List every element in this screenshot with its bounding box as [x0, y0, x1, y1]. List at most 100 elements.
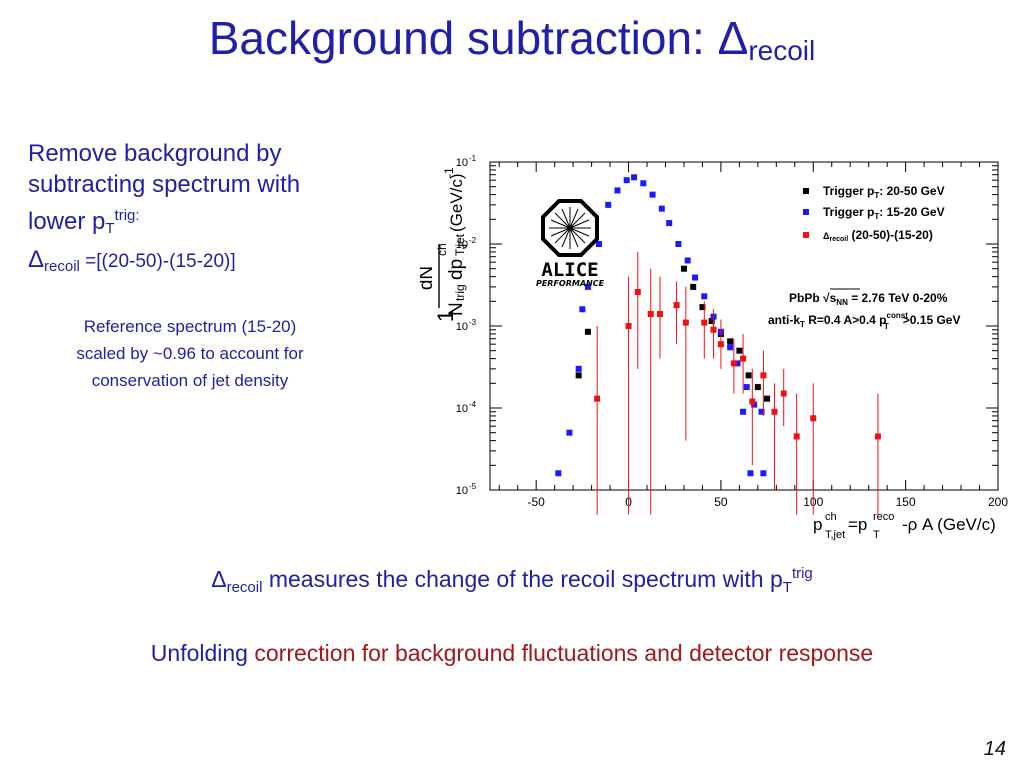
- y-tick-label: 10: [456, 157, 468, 169]
- trig-15-20-point: [740, 408, 747, 415]
- xlabel-t: T: [873, 529, 880, 541]
- page-number: 14: [983, 738, 1006, 760]
- bottom1-delta: Δ: [211, 566, 227, 592]
- y-tick-label: 10: [456, 321, 468, 333]
- left-line-4-sub: recoil: [44, 258, 80, 275]
- trig-15-20-point: [575, 365, 582, 372]
- xlabel-ch: ch: [825, 511, 837, 523]
- y-tick-label-exp: -2: [469, 236, 477, 245]
- bottom1-sub: recoil: [226, 579, 263, 596]
- annotation-antikt: anti-kT R=0.4 A>0.4 pconst T >0.15 GeV: [768, 311, 960, 331]
- trig-15-20-point: [692, 274, 699, 281]
- ref-line-3: conservation of jet density: [91, 371, 289, 390]
- legend-marker-red: [803, 232, 809, 238]
- y-tick-label-exp: -3: [469, 318, 477, 327]
- left-line-4-rest: =[(20-50)-(15-20)]: [79, 251, 236, 272]
- alice-logo: ALICE PERFORMANCE: [536, 199, 605, 288]
- trig-15-20-point: [751, 401, 758, 408]
- annotation-pbpb: PbPb √sNN = 2.76 TeV 0-20%: [789, 291, 948, 307]
- trig-15-20-point: [684, 257, 691, 264]
- ref-line-1: Reference spectrum (15-20): [83, 317, 297, 336]
- x-tick-label: 50: [714, 495, 728, 509]
- ylabel-trig: trig: [453, 284, 467, 301]
- x-tick-label: 150: [896, 495, 916, 509]
- ylabel-ch: ch: [435, 243, 449, 256]
- left-line-3-sup: trig:: [114, 207, 140, 224]
- trig-20-50-point: [708, 318, 715, 325]
- slide-title-main: Background subtraction: Δ: [208, 12, 749, 64]
- ylabel-dn: dN: [420, 266, 437, 290]
- left-line-3-sub: T: [105, 220, 115, 237]
- trig-15-20-point: [758, 408, 765, 415]
- y-tick-label: 10: [456, 485, 468, 497]
- trig-15-20-point: [734, 360, 741, 367]
- xlabel-tjet: T,jet: [825, 529, 845, 541]
- delta-recoil-point: [749, 398, 756, 405]
- trig-15-20-point: [727, 344, 734, 351]
- alice-logo-name: ALICE: [541, 259, 598, 281]
- delta-recoil-point: [634, 288, 641, 295]
- plot-annotations: PbPb √sNN = 2.76 TeV 0-20% anti-kT R=0.4…: [768, 288, 960, 331]
- alice-logo-sub: PERFORMANCE: [536, 279, 605, 288]
- y-tick-label-exp: -5: [469, 482, 477, 491]
- bottom1-sup: trig: [791, 565, 813, 582]
- xlabel-p: p: [813, 515, 822, 534]
- trig-15-20-point: [623, 177, 630, 184]
- trig-20-50-point: [727, 338, 734, 345]
- ylabel-dp: dp: [446, 259, 467, 280]
- xlabel-reco: reco: [873, 511, 894, 523]
- ylabel-ntrig: N: [446, 302, 467, 316]
- x-tick-label: -50: [528, 495, 546, 509]
- xlabel-rest: -ρ A (GeV/c): [902, 515, 996, 534]
- trig-20-50-point: [584, 328, 591, 335]
- data-marks: [555, 174, 881, 515]
- trig-15-20-point: [595, 241, 602, 247]
- bottom2-blue: Unfolding: [150, 640, 255, 666]
- trig-15-20-point: [747, 470, 754, 477]
- delta-recoil-point: [760, 372, 767, 379]
- bottom-statement-2: Unfolding correction for background fluc…: [0, 640, 1024, 667]
- trig-15-20-point: [631, 174, 638, 181]
- trig-20-50-point: [764, 395, 771, 402]
- y-tick-label-exp: -4: [469, 400, 477, 409]
- bottom-statement-1: Δrecoil measures the change of the recoi…: [0, 565, 1024, 596]
- trig-15-20-point: [555, 470, 562, 477]
- trig-15-20-point: [614, 187, 621, 194]
- legend-3: Δrecoil (20-50)-(15-20): [823, 228, 933, 243]
- ylabel-one: 1: [433, 310, 458, 322]
- delta-recoil-point: [793, 433, 800, 440]
- delta-recoil-point: [771, 408, 778, 415]
- left-line-4: Δrecoil =[(20-50)-(15-20)]: [28, 244, 368, 282]
- delta-recoil-point: [874, 433, 881, 440]
- legend-1: Trigger pT: 20-50 GeV: [823, 184, 945, 200]
- delta-recoil-point: [647, 311, 654, 318]
- legend: Trigger pT: 20-50 GeV Trigger pT: 15-20 …: [803, 184, 945, 243]
- delta-recoil-point: [710, 326, 717, 333]
- left-line-2: subtracting spectrum with: [28, 171, 301, 198]
- y-tick-label-exp: -1: [469, 154, 477, 163]
- ylabel-unit: (GeV/c): [447, 173, 466, 232]
- delta-recoil-point: [740, 355, 747, 362]
- trig-15-20-point: [566, 429, 573, 436]
- y-tick-label: 10: [456, 239, 468, 251]
- ref-line-2: scaled by ~0.96 to account for: [76, 344, 304, 363]
- legend-marker-blue: [803, 209, 809, 215]
- x-tick-label: 200: [988, 495, 1008, 509]
- trig-15-20-point: [640, 180, 647, 187]
- bottom2-red: correction for background fluctuations a…: [254, 640, 874, 666]
- slide-title-sub: recoil: [748, 35, 816, 66]
- xlabel-eq: =p: [848, 515, 867, 534]
- bottom1-sub2: T: [782, 579, 792, 596]
- delta-recoil-point: [594, 395, 601, 402]
- left-description: Remove background by subtracting spectru…: [28, 138, 368, 282]
- bottom1-text: measures the change of the recoil spectr…: [262, 566, 783, 592]
- trig-20-50-point: [680, 265, 687, 272]
- legend-2: Trigger pT: 15-20 GeV: [823, 205, 945, 221]
- trig-20-50-point: [745, 372, 752, 379]
- alice-logo-rays: [549, 207, 591, 249]
- trig-20-50-point: [699, 304, 706, 311]
- trig-15-20-point: [760, 470, 767, 477]
- spectrum-plot: 1 dN N trig dp ch T,jet (GeV/c) -1 -5005…: [420, 154, 1008, 541]
- trig-15-20-point: [658, 205, 665, 212]
- delta-recoil-point: [673, 302, 680, 309]
